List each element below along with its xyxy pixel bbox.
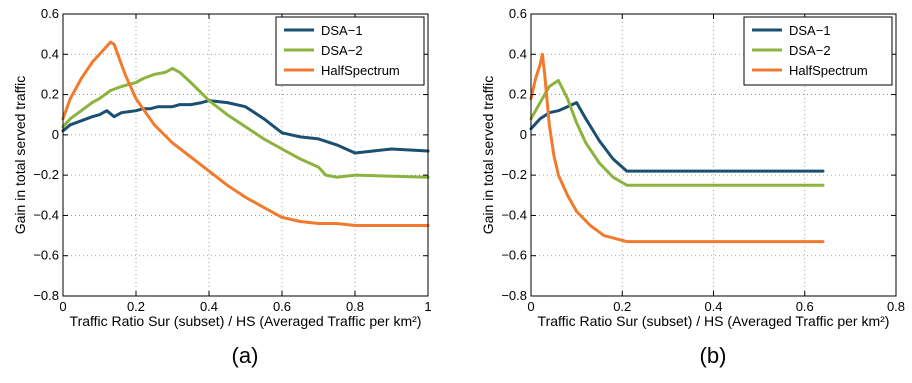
y-tick-label: −0.4 — [501, 207, 527, 222]
y-tick-label: 0 — [52, 127, 59, 142]
x-axis-label: Traffic Ratio Sur (subset) / HS (Average… — [70, 313, 422, 329]
y-tick-label: −0.2 — [33, 167, 59, 182]
y-tick-label: 0.2 — [509, 87, 527, 102]
series-line-dsa-1 — [61, 99, 430, 155]
x-tick-label: 0.4 — [200, 299, 218, 314]
x-tick-label: 0.4 — [704, 299, 722, 314]
x-tick-label: 0.8 — [887, 299, 905, 314]
x-tick-label: 0 — [59, 299, 66, 314]
y-tick-label: 0.6 — [41, 6, 59, 21]
chart-caption: (b) — [700, 343, 727, 368]
y-axis-label: Gain in total served traffic — [480, 76, 496, 234]
y-tick-label: −0.6 — [33, 248, 59, 263]
x-tick-label: 0 — [527, 299, 534, 314]
x-tick-label: 0.2 — [613, 299, 631, 314]
legend: DSA−1 DSA−2 HalfSpectrum — [275, 16, 425, 86]
legend-label: DSA−2 — [789, 43, 831, 58]
y-tick-label: −0.8 — [501, 288, 527, 303]
y-tick-label: 0.6 — [509, 6, 527, 21]
y-tick-label: 0.4 — [41, 46, 59, 61]
series-line-halfspectrum — [529, 52, 825, 244]
y-tick-label: −0.4 — [33, 207, 59, 222]
series-line-dsa-2 — [61, 66, 430, 179]
legend: DSA−1 DSA−2 HalfSpectrum — [743, 16, 893, 86]
legend-label: DSA−1 — [321, 23, 363, 38]
y-tick-label: 0.2 — [41, 87, 59, 102]
y-tick-label: −0.8 — [33, 288, 59, 303]
series-line-halfspectrum — [61, 40, 430, 227]
y-tick-label: −0.2 — [501, 167, 527, 182]
series-line-dsa-1 — [529, 101, 825, 173]
x-tick-label: 0.2 — [127, 299, 145, 314]
chart-b: 0 0.2 0.4 0.6 0.8−0.8−0.6−0.4−0.200.20.40.6T… — [480, 6, 905, 368]
legend-label: HalfSpectrum — [321, 63, 400, 78]
y-tick-label: 0 — [520, 127, 527, 142]
y-tick-label: −0.6 — [501, 248, 527, 263]
x-tick-label: 1 — [424, 299, 431, 314]
legend-label: HalfSpectrum — [789, 63, 868, 78]
legend-label: DSA−1 — [789, 23, 831, 38]
series-line-dsa-2 — [529, 79, 825, 187]
x-tick-label: 0.8 — [346, 299, 364, 314]
chart-caption: (a) — [232, 343, 259, 368]
x-tick-label: 0.6 — [273, 299, 291, 314]
y-axis-label: Gain in total served traffic — [12, 76, 28, 234]
chart-a: 0 0.2 0.4 0.6 0.8 1 −0.8 −0.6 −0.4 −0.2 0 0.2 0.4 0.6… — [12, 6, 432, 368]
x-tick-label: 0.6 — [796, 299, 814, 314]
legend-label: DSA−2 — [321, 43, 363, 58]
y-tick-label: 0.4 — [509, 46, 527, 61]
x-axis-label: Traffic Ratio Sur (subset) / HS (Average… — [538, 313, 890, 329]
plot-frame — [62, 13, 429, 297]
